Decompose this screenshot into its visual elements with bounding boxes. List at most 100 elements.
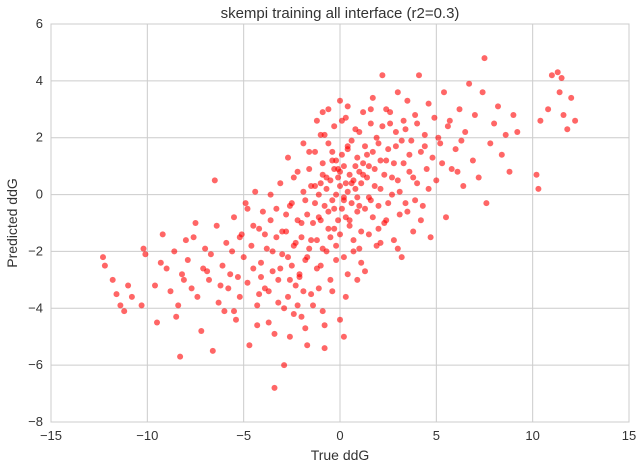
- data-point: [412, 197, 419, 204]
- data-point: [337, 97, 343, 104]
- data-point: [338, 151, 345, 158]
- data-point: [154, 319, 160, 326]
- data-point: [184, 257, 191, 263]
- data-point: [211, 177, 218, 184]
- data-point: [333, 191, 340, 198]
- data-point: [364, 174, 370, 181]
- data-point: [414, 180, 421, 187]
- data-point: [367, 106, 374, 113]
- data-point: [219, 262, 226, 269]
- data-point: [469, 157, 476, 164]
- data-point: [364, 151, 370, 158]
- data-point: [369, 214, 376, 221]
- data-point: [310, 220, 316, 226]
- data-point: [319, 160, 326, 167]
- data-points: [100, 55, 579, 391]
- data-point: [446, 117, 453, 124]
- data-point: [344, 188, 351, 195]
- data-point: [331, 166, 338, 172]
- data-point: [294, 168, 301, 175]
- data-point: [279, 251, 286, 258]
- data-point: [452, 146, 459, 153]
- data-point: [140, 245, 147, 252]
- data-point: [427, 234, 434, 241]
- data-point: [383, 217, 390, 224]
- data-point: [410, 228, 417, 235]
- data-point: [267, 217, 274, 224]
- data-point: [319, 308, 326, 315]
- data-point: [410, 174, 417, 181]
- x-tick-label: 0: [336, 428, 343, 443]
- data-point: [294, 302, 301, 309]
- chart-title: skempi training all interface (r2=0.3): [221, 5, 460, 22]
- data-point: [510, 112, 517, 118]
- grid-lines: [50, 23, 630, 423]
- data-point: [375, 225, 382, 232]
- data-point: [250, 222, 257, 229]
- data-point: [192, 220, 199, 226]
- data-point: [356, 168, 363, 175]
- data-point: [431, 114, 438, 121]
- data-point: [312, 148, 318, 155]
- data-point: [263, 245, 270, 252]
- data-point: [194, 293, 201, 300]
- data-point: [444, 123, 451, 130]
- data-point: [300, 188, 307, 195]
- data-point: [327, 177, 334, 184]
- data-point: [389, 174, 395, 181]
- data-point: [337, 168, 343, 175]
- data-point: [202, 245, 209, 252]
- data-point: [304, 342, 311, 349]
- data-point: [325, 140, 332, 147]
- data-point: [306, 166, 313, 172]
- data-point: [365, 231, 372, 238]
- data-point: [306, 148, 313, 155]
- data-point: [354, 276, 361, 283]
- data-point: [535, 185, 542, 192]
- data-point: [487, 140, 494, 147]
- data-point: [171, 248, 178, 255]
- data-point: [385, 146, 392, 153]
- data-point: [175, 302, 182, 309]
- data-point: [321, 322, 328, 329]
- data-point: [360, 109, 367, 116]
- data-point: [302, 197, 309, 204]
- data-point: [313, 237, 320, 244]
- data-point: [159, 231, 166, 238]
- data-point: [425, 100, 432, 107]
- data-point: [277, 265, 284, 272]
- data-point: [281, 305, 288, 312]
- data-point: [246, 342, 253, 349]
- data-point: [244, 205, 251, 212]
- data-point: [502, 131, 509, 138]
- data-point: [101, 262, 108, 269]
- data-point: [152, 282, 158, 289]
- data-point: [244, 279, 251, 286]
- data-point: [296, 271, 303, 278]
- data-point: [100, 254, 106, 261]
- data-point: [389, 191, 395, 198]
- data-point: [306, 245, 313, 252]
- y-tick-label: −2: [28, 243, 43, 258]
- data-point: [398, 254, 405, 261]
- data-point: [548, 72, 555, 79]
- data-point: [259, 208, 266, 215]
- data-point: [394, 245, 401, 252]
- data-point: [250, 265, 257, 272]
- data-point: [177, 353, 184, 360]
- data-point: [371, 183, 378, 189]
- data-point: [182, 237, 189, 244]
- data-point: [352, 163, 359, 170]
- data-point: [365, 163, 372, 170]
- data-point: [256, 225, 263, 232]
- data-point: [290, 242, 297, 249]
- y-tick-label: 0: [36, 187, 43, 202]
- data-point: [506, 168, 513, 175]
- data-point: [337, 231, 343, 238]
- data-point: [443, 214, 449, 221]
- data-point: [340, 194, 347, 201]
- data-point: [417, 217, 424, 224]
- data-point: [286, 333, 293, 340]
- x-tick-label: −10: [136, 428, 158, 443]
- data-point: [342, 114, 349, 121]
